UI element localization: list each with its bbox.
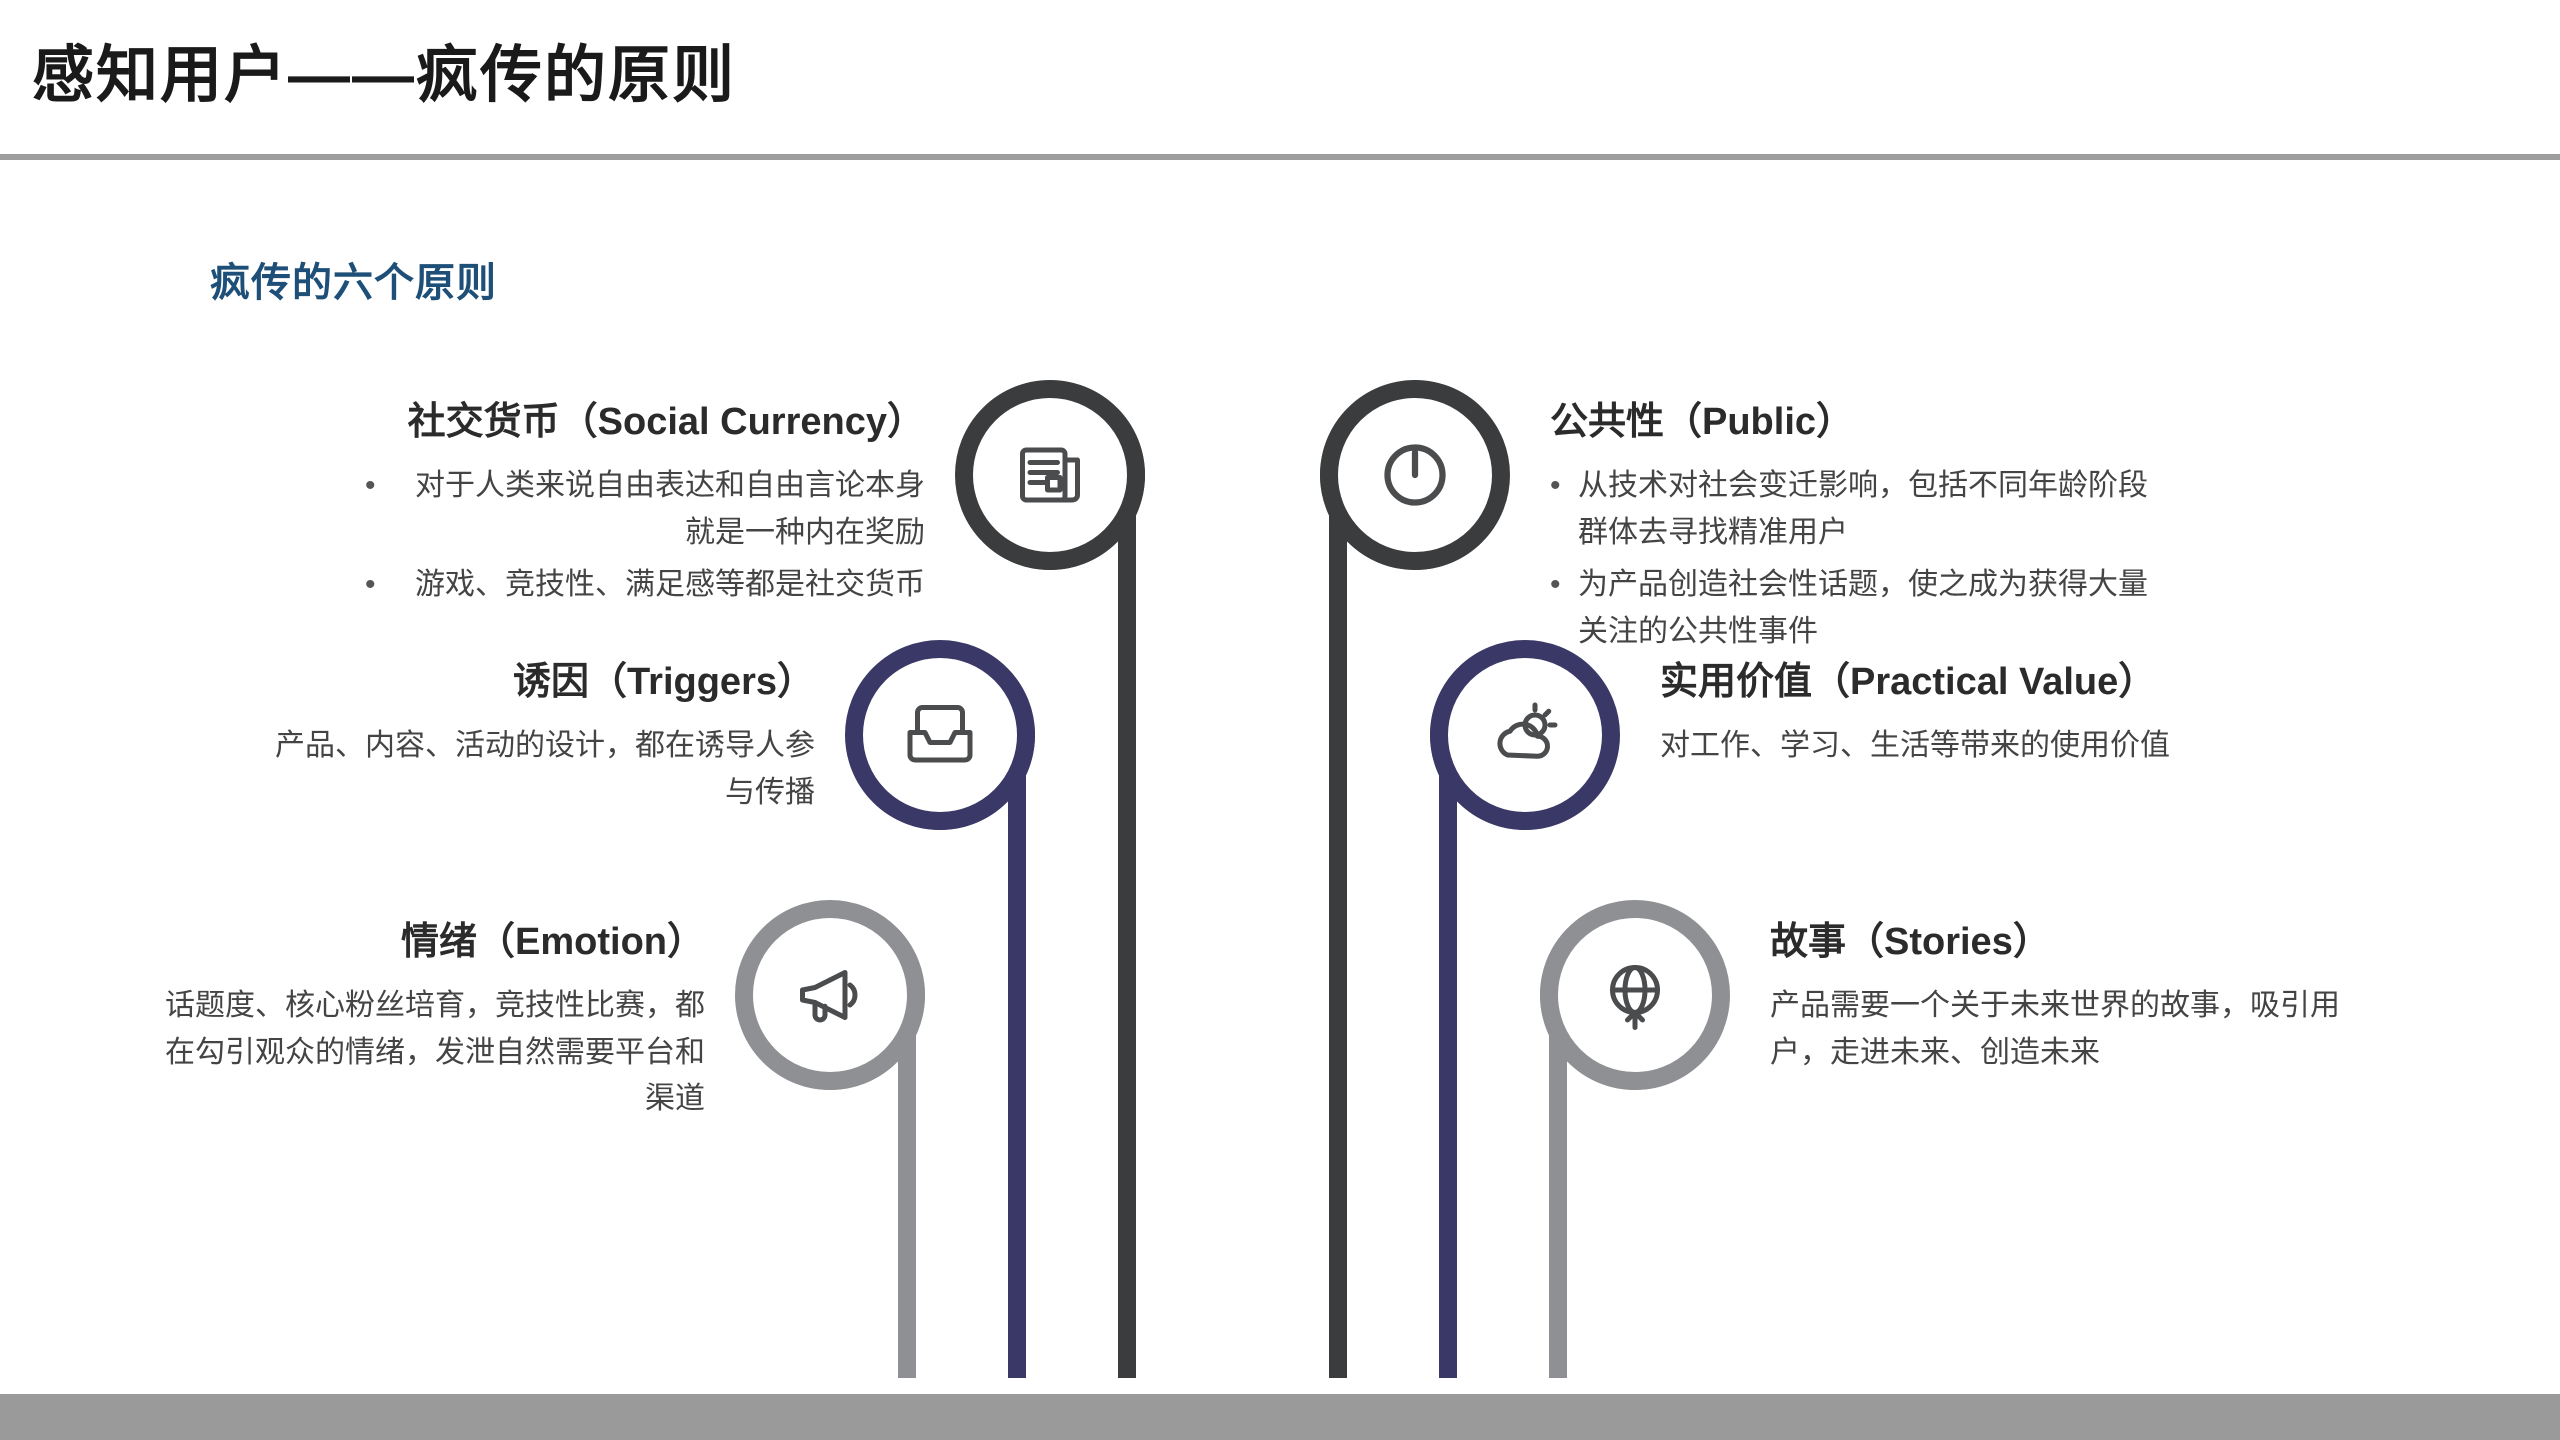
connector-stem <box>1118 475 1136 1378</box>
principle-desc: 从技术对社会变迁影响，包括不同年龄阶段群体去寻找精准用户为产品创造社会性话题，使… <box>1550 463 2170 661</box>
connector-stem <box>1439 735 1457 1378</box>
principle-title: 公共性（Public） <box>1550 390 2170 445</box>
principle-circle <box>1540 900 1730 1090</box>
principle-desc-line: 产品需要一个关于未来世界的故事，吸引用户，走进未来、创造未来 <box>1770 983 2390 1082</box>
principle-desc: 话题度、核心粉丝培育，竞技性比赛，都在勾引观众的情绪，发泄自然需要平台和渠道 <box>145 983 705 1129</box>
principle-title: 诱因（Triggers） <box>255 650 815 705</box>
principle-circle <box>735 900 925 1090</box>
principle-desc-line: 从技术对社会变迁影响，包括不同年龄阶段群体去寻找精准用户 <box>1550 463 2170 562</box>
principle-desc-line: 游戏、竞技性、满足感等都是社交货币 <box>365 562 925 615</box>
bottom-bar <box>0 1394 2560 1440</box>
principle-item: 诱因（Triggers） 产品、内容、活动的设计，都在诱导人参与传播 <box>255 650 815 822</box>
principle-desc: 产品、内容、活动的设计，都在诱导人参与传播 <box>255 723 815 822</box>
principle-item: 社交货币（Social Currency） 对于人类来说自由表达和自由言论本身就是… <box>365 390 925 615</box>
principle-desc: 对工作、学习、生活等带来的使用价值 <box>1660 723 2280 776</box>
connector-stem <box>1329 475 1347 1378</box>
principle-desc-line: 对工作、学习、生活等带来的使用价值 <box>1660 723 2280 776</box>
principle-title: 实用价值（Practical Value） <box>1660 650 2280 705</box>
power-icon <box>1375 435 1455 515</box>
principle-circle <box>1430 640 1620 830</box>
weather-icon <box>1485 695 1565 775</box>
principle-desc: 对于人类来说自由表达和自由言论本身就是一种内在奖励游戏、竞技性、满足感等都是社交… <box>365 463 925 615</box>
page-title: 感知用户——疯传的原则 <box>32 24 736 114</box>
principle-item: 故事（Stories） 产品需要一个关于未来世界的故事，吸引用户，走进未来、创造未… <box>1770 910 2390 1082</box>
principle-title: 情绪（Emotion） <box>145 910 705 965</box>
principle-desc-line: 为产品创造社会性话题，使之成为获得大量关注的公共性事件 <box>1550 562 2170 661</box>
principle-circle <box>845 640 1035 830</box>
principle-title: 故事（Stories） <box>1770 910 2390 965</box>
principles-diagram: 社交货币（Social Currency） 对于人类来说自由表达和自由言论本身就是… <box>0 340 2560 1440</box>
principle-circle <box>1320 380 1510 570</box>
section-subtitle: 疯传的六个原则 <box>210 250 497 308</box>
title-divider <box>0 154 2560 160</box>
inbox-icon <box>900 695 980 775</box>
principle-item: 情绪（Emotion） 话题度、核心粉丝培育，竞技性比赛，都在勾引观众的情绪，发泄… <box>145 910 705 1129</box>
newspaper-icon <box>1010 435 1090 515</box>
connector-stem <box>1008 735 1026 1378</box>
principle-desc-line: 对于人类来说自由表达和自由言论本身就是一种内在奖励 <box>365 463 925 562</box>
globe-up-icon <box>1595 955 1675 1035</box>
principle-title: 社交货币（Social Currency） <box>365 390 925 445</box>
principle-desc: 产品需要一个关于未来世界的故事，吸引用户，走进未来、创造未来 <box>1770 983 2390 1082</box>
principle-item: 公共性（Public） 从技术对社会变迁影响，包括不同年龄阶段群体去寻找精准用户为… <box>1550 390 2170 661</box>
principle-desc-line: 话题度、核心粉丝培育，竞技性比赛，都在勾引观众的情绪，发泄自然需要平台和渠道 <box>145 983 705 1129</box>
megaphone-icon <box>790 955 870 1035</box>
principle-circle <box>955 380 1145 570</box>
principle-item: 实用价值（Practical Value） 对工作、学习、生活等带来的使用价值 <box>1660 650 2280 776</box>
principle-desc-line: 产品、内容、活动的设计，都在诱导人参与传播 <box>255 723 815 822</box>
